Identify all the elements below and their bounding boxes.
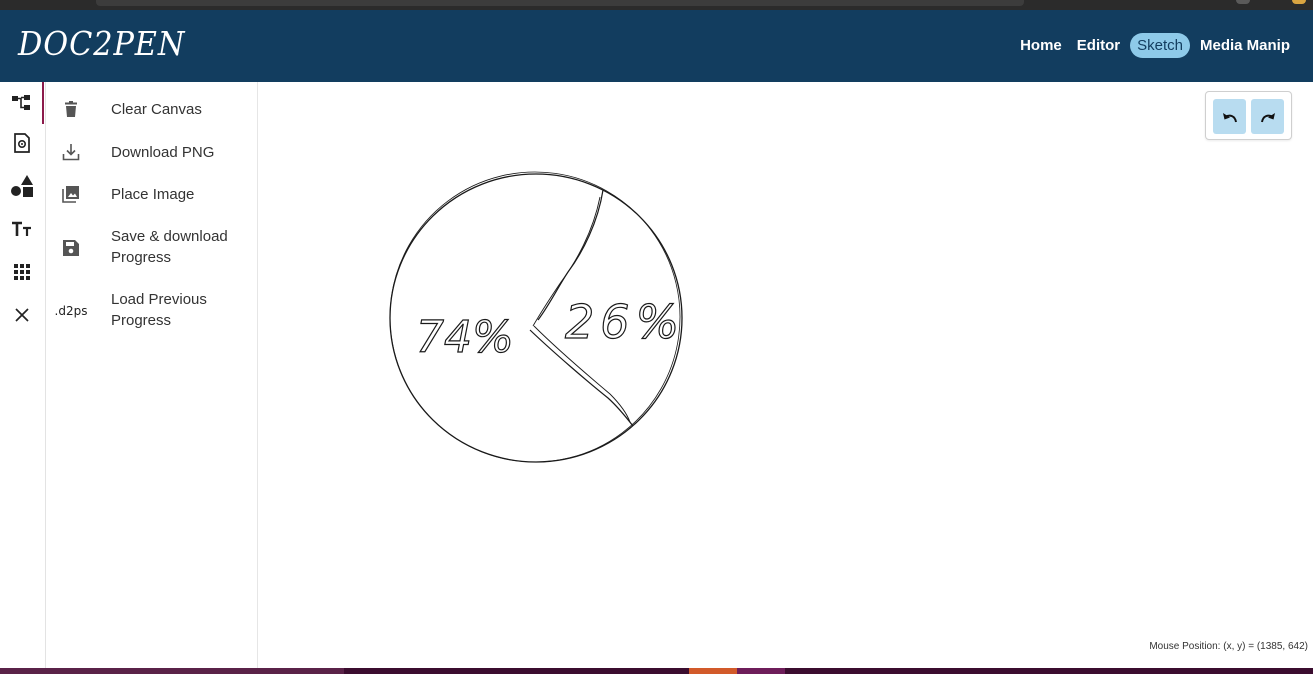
sketch-left-label: 74%	[416, 312, 514, 363]
settings-file-icon[interactable]	[0, 122, 44, 164]
os-taskbar	[0, 668, 1313, 674]
save-icon	[46, 240, 96, 256]
taskbar-segment[interactable]	[737, 668, 785, 674]
nav-media-manip[interactable]: Media Manip	[1199, 37, 1290, 54]
sketch-divider-lower-overstroke	[533, 325, 631, 423]
text-size-icon[interactable]	[0, 208, 44, 250]
save-download-progress-label: Save & download Progress	[111, 226, 228, 268]
taskbar-segment-active[interactable]	[689, 668, 737, 674]
download-png-item[interactable]: Download PNG	[46, 141, 257, 163]
load-label-line1: Load Previous	[111, 291, 207, 308]
trash-icon	[46, 101, 96, 117]
undo-redo-toolbar	[1205, 91, 1292, 140]
sketch-divider-lower	[529, 329, 634, 427]
undo-icon	[1222, 112, 1237, 122]
save-label-line1: Save & download	[111, 228, 228, 245]
app-logo[interactable]: DOC2PEN	[18, 24, 186, 63]
undo-button[interactable]	[1213, 99, 1246, 134]
nav-sketch[interactable]: Sketch	[1130, 33, 1190, 58]
sketch-right-label: 26%	[565, 295, 685, 349]
address-bar[interactable]	[96, 0, 1024, 6]
tool-icon-rail	[0, 82, 46, 668]
nav-home[interactable]: Home	[1020, 37, 1062, 54]
redo-icon	[1260, 112, 1275, 122]
nav-editor[interactable]: Editor	[1076, 37, 1121, 54]
d2ps-icon-text: .d2ps	[54, 304, 88, 318]
top-navbar: DOC2PEN Home Editor Sketch Media Manip	[0, 10, 1313, 82]
download-png-label: Download PNG	[111, 143, 215, 161]
mouse-position-readout: Mouse Position: (x, y) = (1385, 642)	[1149, 641, 1308, 652]
grid-icon[interactable]	[0, 251, 44, 293]
redo-button[interactable]	[1251, 99, 1284, 134]
d2ps-file-icon: .d2ps	[46, 304, 96, 318]
sketch-menu-panel: Clear Canvas Download PNG Place Image	[46, 82, 258, 668]
load-previous-progress-label: Load Previous Progress	[111, 289, 207, 331]
sketch-drawing: 74% 26%	[389, 171, 685, 463]
clear-canvas-label: Clear Canvas	[111, 100, 202, 118]
save-label-line2: Progress	[111, 249, 172, 266]
close-icon[interactable]	[0, 294, 44, 336]
sketch-canvas[interactable]: 74% 26% Mouse Position: (x, y) = (1385, …	[258, 82, 1313, 668]
browser-chrome-strip	[0, 0, 1313, 10]
download-icon	[46, 143, 96, 161]
shapes-icon[interactable]	[0, 165, 44, 207]
load-label-line2: Progress	[111, 312, 172, 329]
hierarchy-icon[interactable]	[0, 82, 44, 124]
browser-extension-icon[interactable]	[1292, 0, 1306, 4]
save-download-progress-item[interactable]: Save & download Progress	[46, 226, 257, 270]
image-gallery-icon	[46, 185, 96, 203]
clear-canvas-item[interactable]: Clear Canvas	[46, 98, 257, 120]
place-image-item[interactable]: Place Image	[46, 183, 257, 205]
load-previous-progress-item[interactable]: .d2ps Load Previous Progress	[46, 289, 257, 333]
sketch-circle-overstroke	[389, 171, 681, 463]
browser-profile-icon[interactable]	[1236, 0, 1250, 4]
sketch-divider-upper-overstroke	[532, 196, 601, 327]
place-image-label: Place Image	[111, 185, 195, 203]
main-nav: Home Editor Sketch Media Manip	[1010, 33, 1295, 58]
taskbar-segment[interactable]	[0, 668, 344, 674]
